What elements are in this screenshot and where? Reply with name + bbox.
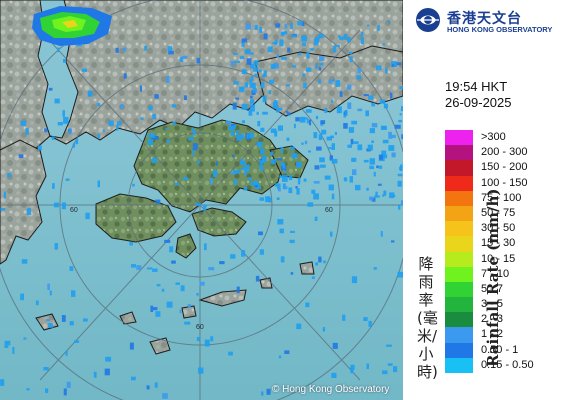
west-bank-landmass — [0, 139, 47, 265]
legend-swatch — [445, 205, 473, 222]
legend-swatch — [445, 297, 473, 313]
hong-kong-island-landmass — [191, 207, 247, 237]
legend-swatch — [445, 357, 473, 373]
legend-title-zh: 降雨率(毫米/小時) — [417, 255, 438, 381]
legend-label: 2 - 3 — [481, 313, 504, 326]
legend-panel: 香港天文台 HONG KONG OBSERVATORY 19:54 HKT 26… — [403, 0, 577, 400]
observation-time: 19:54 HKT — [445, 79, 508, 94]
legend-label: 100 - 150 — [481, 176, 528, 189]
hko-logo-icon — [416, 8, 440, 32]
legend-swatch — [445, 190, 473, 206]
legend-swatch — [445, 342, 473, 358]
range-ring-label: 60 — [325, 207, 333, 214]
legend-title-en: Rainfall Rate (mm/h) — [484, 188, 502, 367]
legend-swatch — [445, 175, 473, 191]
hko-logo: 香港天文台 HONG KONG OBSERVATORY — [415, 6, 575, 36]
legend-swatch — [445, 251, 473, 267]
legend-label: 30 - 50 — [481, 222, 516, 235]
observation-date: 26-09-2025 — [445, 95, 512, 110]
org-name-zh: 香港天文台 — [447, 11, 522, 27]
legend-label: 5 - 7 — [481, 282, 504, 295]
legend-label: 3 - 5 — [481, 298, 504, 311]
legend-swatch — [445, 145, 473, 161]
legend-swatch — [445, 130, 473, 146]
heavy-rain-cell — [32, 6, 112, 46]
legend-label: 0.50 - 1 — [481, 343, 519, 356]
legend-label: 10 - 15 — [481, 252, 516, 265]
legend-swatch — [445, 327, 473, 343]
legend-swatch — [445, 266, 473, 282]
legend-swatch — [445, 221, 473, 237]
lamma-island-landmass — [175, 233, 197, 259]
org-name-en: HONG KONG OBSERVATORY — [447, 25, 553, 34]
legend-label: 15 - 30 — [481, 237, 516, 250]
range-ring-label: 60 — [70, 207, 78, 214]
legend-swatch — [445, 236, 473, 252]
legend-label: 200 - 300 — [481, 146, 528, 159]
legend-label: 1 - 2 — [481, 328, 504, 341]
legend-swatch — [445, 312, 473, 328]
legend-swatch — [445, 281, 473, 298]
legend-label: 150 - 200 — [481, 161, 528, 174]
radar-map-graphic: 60 60 60 — [0, 0, 403, 400]
copyright-text: © Hong Kong Observatory — [272, 384, 390, 395]
range-ring-label: 60 — [196, 324, 204, 331]
radar-map[interactable]: 60 60 60 © Hong Kong Observatory — [0, 0, 403, 400]
legend-label: 75 - 100 — [481, 191, 522, 204]
lantau-island-landmass — [95, 193, 177, 243]
legend-label: >300 — [481, 131, 506, 143]
legend-label: 0.15 - 0.50 — [481, 358, 534, 371]
legend-label: 7 - 10 — [481, 267, 510, 280]
legend-swatch — [445, 160, 473, 176]
radar-echoes — [0, 20, 403, 399]
range-rings — [0, 0, 403, 400]
legend-label: 50 - 75 — [481, 206, 516, 219]
sai-kung-landmass — [269, 145, 309, 179]
